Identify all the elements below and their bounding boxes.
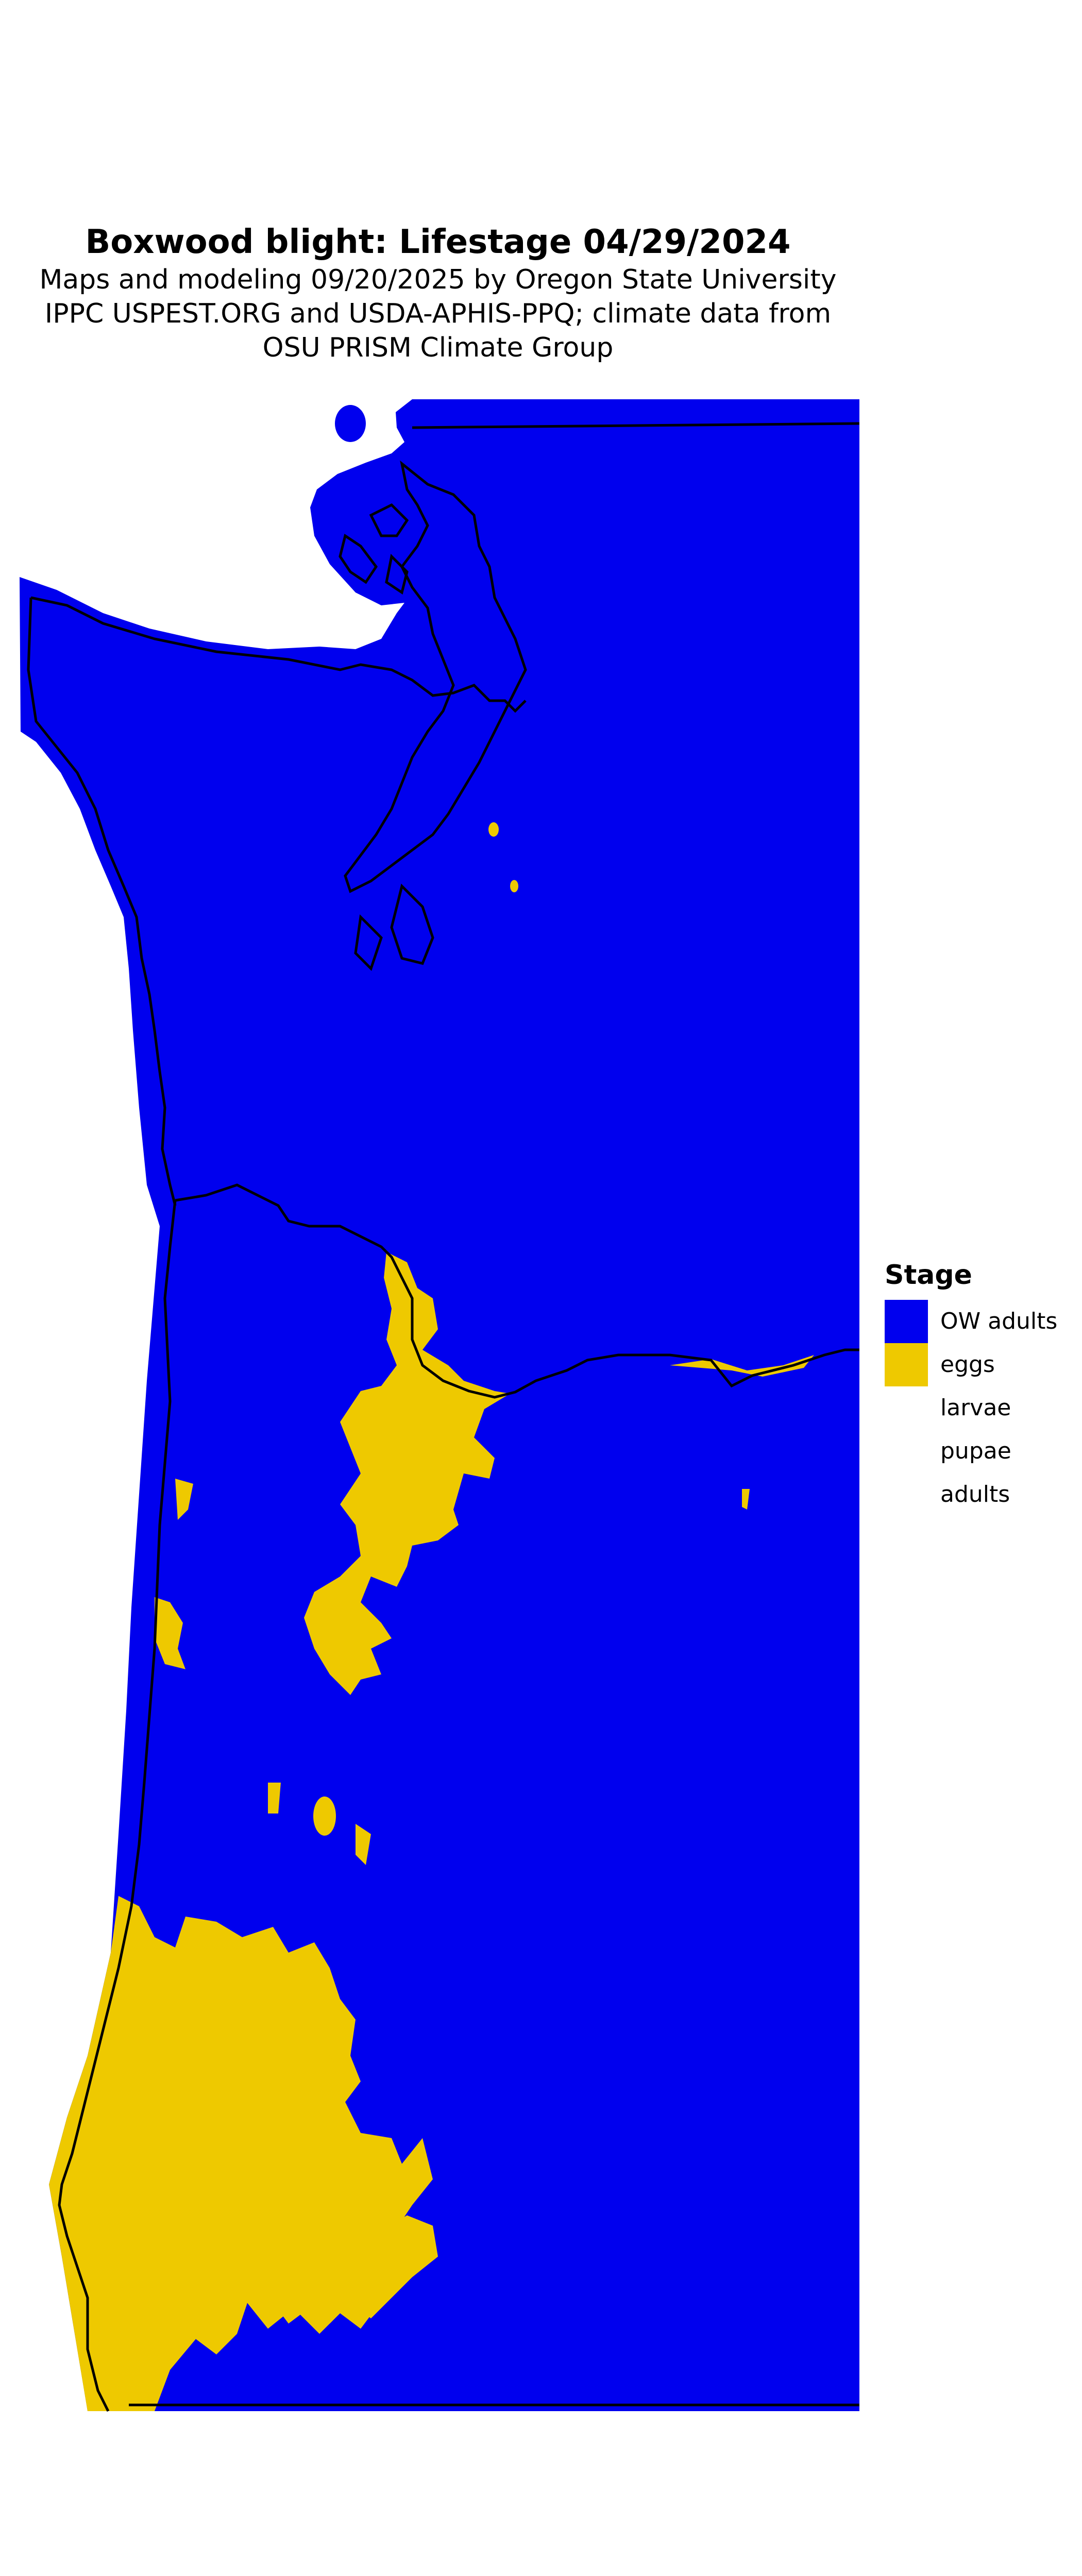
title-block: Boxwood blight: Lifestage 04/29/2024 Map… [0,222,876,365]
subtitle-line-1: Maps and modeling 09/20/2025 by Oregon S… [39,264,837,295]
legend-label-ow-adults: OW adults [940,1308,1058,1334]
legend-swatch-ow-adults [885,1300,928,1343]
legend-label-pupae: pupae [940,1438,1011,1464]
island [335,405,366,442]
legend-item-pupae: pupae [885,1430,1011,1473]
legend-item-adults: adults [885,1473,1010,1516]
legend-title: Stage [885,1260,972,1291]
legend-label-adults: adults [940,1481,1010,1507]
boundary-lines [27,422,860,2412]
map-title: Boxwood blight: Lifestage 04/29/2024 [85,223,791,261]
legend-item-ow-adults: OW adults [885,1300,1057,1343]
eggs-regions [49,822,814,2411]
legend-label-eggs: eggs [940,1351,995,1378]
legend-item-eggs: eggs [885,1343,995,1386]
legend: Stage OW adults eggs larvae pupae adults [885,1260,1057,1516]
subtitle-line-2: IPPC USPEST.ORG and USDA-APHIS-PPQ; clim… [44,298,832,329]
legend-swatch-eggs [885,1343,928,1386]
legend-label-larvae: larvae [940,1395,1011,1421]
subtitle-line-3: OSU PRISM Climate Group [262,332,614,363]
legend-item-larvae: larvae [885,1386,1011,1430]
